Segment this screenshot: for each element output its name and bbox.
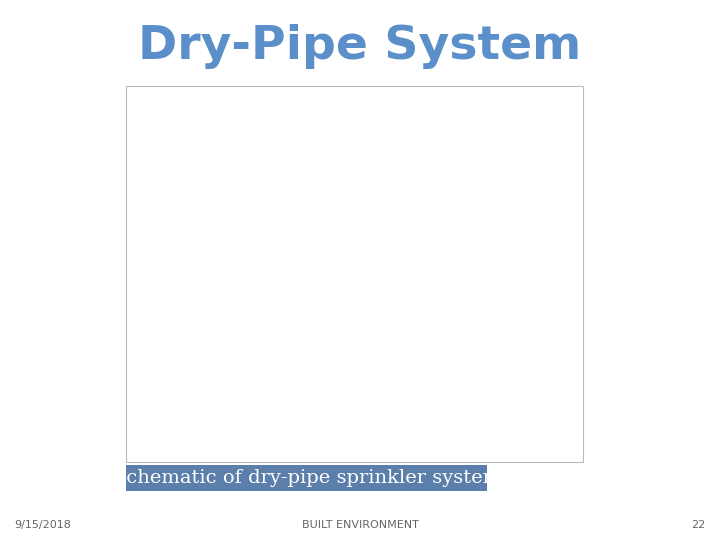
- Text: Siamese Connection
(Fire Brigade Inlet): Siamese Connection (Fire Brigade Inlet): [130, 235, 203, 253]
- Text: 22: 22: [691, 520, 706, 530]
- Text: City mains: City mains: [387, 356, 427, 365]
- Text: Schematic of dry-pipe sprinkler system: Schematic of dry-pipe sprinkler system: [112, 469, 500, 488]
- Text: Piping with air or nitrogen
under pressure: Piping with air or nitrogen under pressu…: [300, 267, 402, 284]
- Text: 9/15/2018: 9/15/2018: [14, 520, 71, 530]
- Text: Dry-pipe System: Dry-pipe System: [423, 431, 482, 439]
- Text: BUILT ENVIRONMENT: BUILT ENVIRONMENT: [302, 520, 418, 530]
- Text: Dry-Pipe System: Dry-Pipe System: [138, 24, 582, 69]
